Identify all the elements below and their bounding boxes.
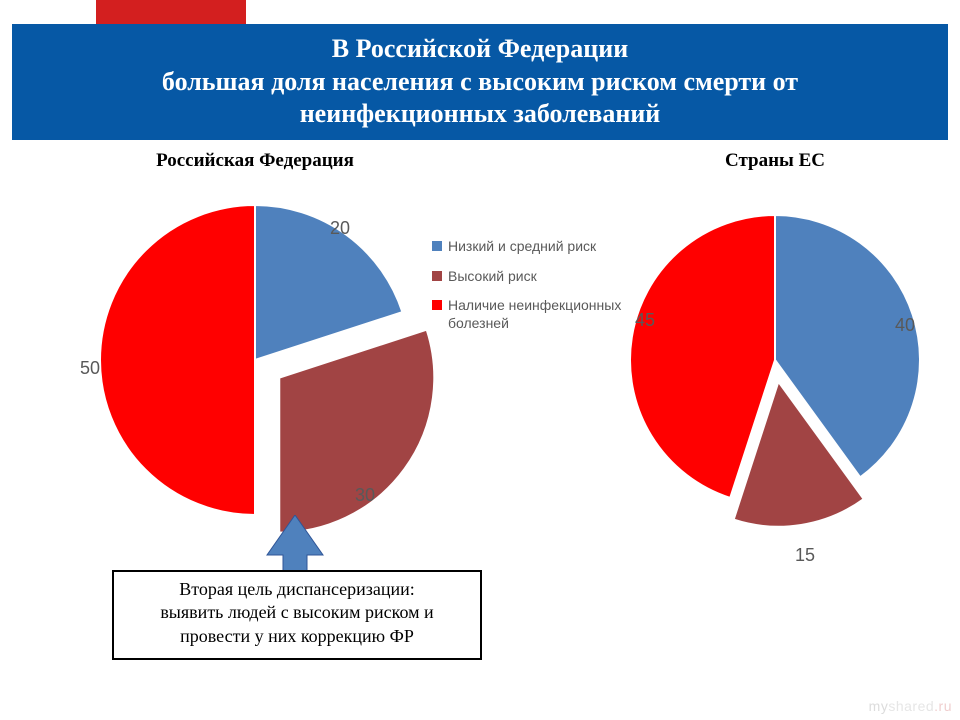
pie-data-label: 20	[330, 218, 350, 239]
watermark: myshared.ru	[869, 698, 952, 714]
legend-label: Низкий и средний риск	[448, 238, 596, 256]
callout-line-2: выявить людей с высоким риском и	[160, 602, 433, 622]
legend: Низкий и средний риск Высокий риск Наличие…	[432, 238, 632, 344]
legend-label: Наличие неинфекционных болезней	[448, 297, 632, 332]
pie-data-label: 30	[355, 485, 375, 506]
pie-slice	[100, 205, 255, 515]
pie-data-label: 50	[80, 358, 100, 379]
watermark-my: my	[869, 698, 889, 714]
pie-data-label: 40	[895, 315, 915, 336]
pie-data-label: 15	[795, 545, 815, 566]
callout-box: Вторая цель диспансеризации: выявить люд…	[112, 570, 482, 660]
legend-label: Высокий риск	[448, 268, 537, 286]
callout-arrow-icon	[265, 515, 325, 573]
callout-line-1: Вторая цель диспансеризации:	[179, 579, 415, 599]
pie-data-label: 45	[635, 310, 655, 331]
pie-slice	[255, 205, 402, 360]
watermark-shared: shared	[888, 698, 934, 714]
legend-item-1: Высокий риск	[432, 268, 632, 286]
legend-swatch-icon	[432, 300, 442, 310]
watermark-ru: .ru	[934, 698, 952, 714]
legend-item-2: Наличие неинфекционных болезней	[432, 297, 632, 332]
pie-slice	[630, 215, 775, 498]
callout-line-3: провести у них коррекцию ФР	[180, 626, 414, 646]
legend-swatch-icon	[432, 241, 442, 251]
legend-item-0: Низкий и средний риск	[432, 238, 632, 256]
legend-swatch-icon	[432, 271, 442, 281]
callout-text: Вторая цель диспансеризации: выявить люд…	[126, 578, 468, 648]
